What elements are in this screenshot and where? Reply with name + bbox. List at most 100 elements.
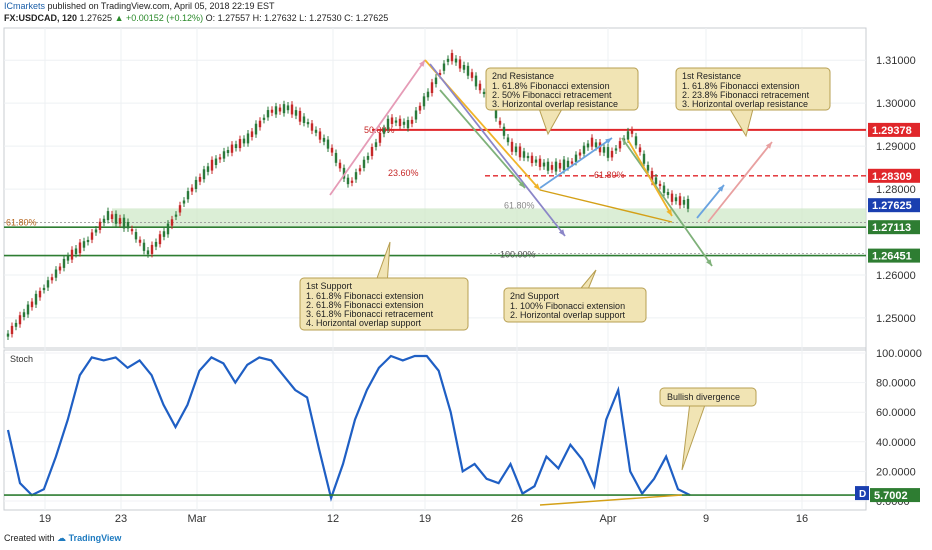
candle-body — [370, 146, 374, 157]
candle-body — [270, 109, 274, 113]
price-level-tag-text: 1.26451 — [872, 251, 912, 263]
callout-1st-support-line: 2. 61.8% Fibonacci extension — [306, 300, 424, 310]
candle-body — [134, 232, 138, 240]
candle-body — [402, 121, 406, 125]
candle-body — [222, 151, 226, 159]
divergence-price-line — [539, 189, 673, 223]
candle-body — [166, 223, 170, 235]
stoch-value-tag — [870, 488, 920, 503]
candle-body — [530, 155, 534, 164]
candle-body — [98, 221, 102, 230]
candle-body — [578, 152, 582, 156]
candle-body — [138, 239, 142, 243]
candle-body — [466, 65, 470, 76]
fib-label: 50.00% — [364, 125, 395, 135]
orange-arrow-2 — [627, 139, 673, 217]
candle-body — [282, 104, 286, 114]
candle-body — [70, 249, 74, 260]
callout-1st-resistance-line: 2. 23.8% Fibonacci retracement — [682, 90, 810, 100]
candle-body — [234, 144, 238, 149]
candle-body — [606, 147, 610, 158]
candle-body — [254, 123, 258, 135]
pink-arrow-up — [329, 59, 426, 196]
candle-body — [258, 120, 262, 128]
pink-arrow-up-head — [419, 60, 425, 67]
candle-body — [498, 120, 502, 125]
tradingview-logo-icon: ☁ — [57, 533, 67, 543]
fib-label: 23.60% — [388, 168, 419, 178]
candle-body — [54, 269, 58, 278]
candle-body — [646, 164, 650, 171]
callout-1st-resistance-line: 3. Horizontal overlap resistance — [682, 99, 808, 109]
fib-label: 61.80% — [6, 218, 37, 228]
stoch-d-label: D — [859, 489, 866, 500]
last-price: 1.27625 — [79, 13, 113, 23]
candle-body — [286, 105, 290, 111]
x-tick-label: 19 — [419, 513, 431, 525]
green-arrow-down — [439, 89, 526, 189]
candle-body — [474, 75, 478, 87]
publisher-name[interactable]: ICmarkets — [4, 1, 46, 11]
candle-body — [374, 142, 378, 148]
tradingview-brand[interactable]: TradingView — [68, 533, 122, 543]
candle-body — [158, 234, 162, 245]
divergence-stoch-line — [539, 494, 683, 506]
candle-body — [630, 129, 634, 134]
publish-info: ICmarkets published on TradingView.com, … — [4, 1, 275, 11]
price-level-tag — [868, 168, 920, 183]
x-tick-label: 26 — [511, 513, 523, 525]
candle-body — [10, 325, 14, 335]
candle-body — [454, 58, 458, 63]
candle-body — [202, 169, 206, 180]
stoch-tick-label: 40.0000 — [876, 437, 916, 449]
callout-1st-support-line: 1. 61.8% Fibonacci extension — [306, 291, 424, 301]
x-tick-label: 16 — [796, 513, 808, 525]
candle-body — [150, 244, 154, 254]
candle-body — [110, 214, 114, 220]
ohlc-values: O: 1.27557 H: 1.27632 L: 1.27530 C: 1.27… — [205, 13, 389, 23]
candle-body — [538, 158, 542, 167]
candle-body — [310, 123, 314, 131]
candle-body — [570, 161, 574, 164]
price-level-tag — [868, 220, 920, 235]
price-level-tag — [868, 198, 920, 213]
candle-body — [230, 144, 234, 153]
stoch-value-text: 5.7002 — [874, 490, 908, 502]
symbol-label[interactable]: FX:USDCAD, 120 — [4, 13, 78, 23]
stoch-line — [6, 354, 691, 502]
green-arrow-long — [621, 137, 713, 267]
candle-body — [326, 139, 330, 149]
candle-body — [218, 157, 222, 160]
candle-body — [566, 160, 570, 168]
candle-body — [78, 242, 82, 254]
candle-body — [334, 152, 338, 163]
candle-body — [674, 197, 678, 202]
candle-body — [130, 229, 134, 232]
candle-body — [186, 191, 190, 200]
candle-body — [470, 72, 474, 78]
candle-body — [210, 159, 214, 171]
candle-body — [106, 211, 110, 221]
blue-arrow-up-head — [605, 138, 612, 144]
callout-1st-support-line: 4. Horizontal overlap support — [306, 318, 422, 328]
purple-arrow-down-head — [558, 229, 565, 236]
x-tick-label: 23 — [115, 513, 127, 525]
callout-1st-resistance-line: 1. 61.8% Fibonacci extension — [682, 81, 800, 91]
candle-body — [306, 122, 310, 125]
blue-arrow-2-head — [717, 185, 724, 192]
candle-body — [658, 183, 662, 187]
candle-body — [590, 137, 594, 147]
candle-body — [322, 137, 326, 142]
stoch-tick-label: 100.0000 — [876, 348, 922, 360]
candle-body — [618, 141, 622, 149]
candle-body — [330, 147, 334, 153]
callout-2nd-support-line: 2. Horizontal overlap support — [510, 310, 626, 320]
candle-body — [546, 161, 550, 171]
price-level-tag — [868, 122, 920, 137]
candle-body — [350, 180, 354, 183]
candle-body — [266, 110, 270, 118]
candle-body — [42, 287, 46, 291]
callout-2nd-support-title: 2nd Support — [510, 291, 560, 301]
price-level-tag-text: 1.27625 — [872, 200, 912, 212]
